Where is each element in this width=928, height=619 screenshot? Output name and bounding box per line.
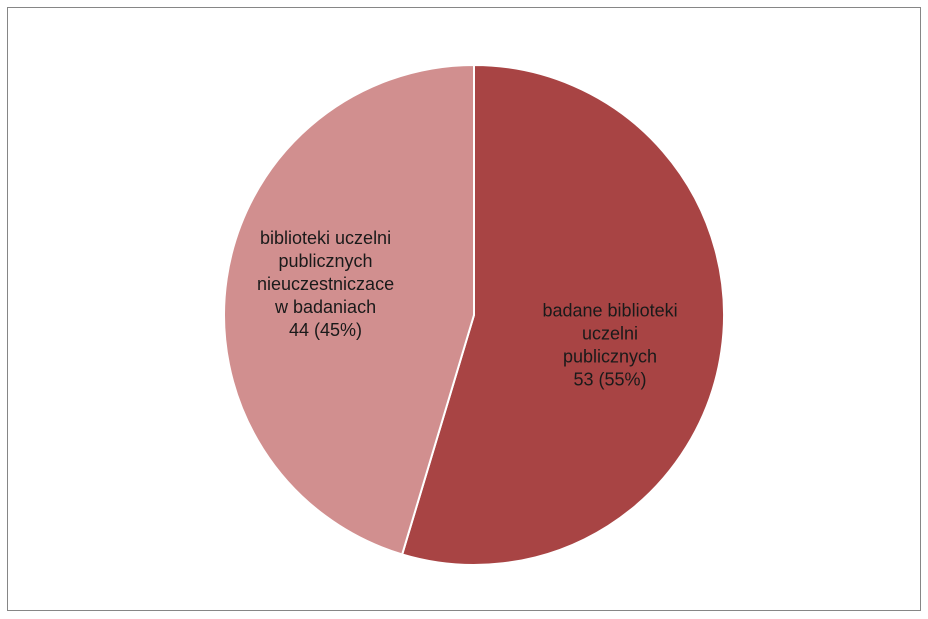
slice-label-line: nieuczestniczace [257, 274, 394, 294]
slice-label-line: biblioteki uczelni [260, 228, 391, 248]
slice-label-line: w badaniach [274, 297, 376, 317]
pie-slice-1 [400, 63, 726, 566]
slice-label-line: uczelni [582, 323, 638, 343]
slice-label-1: badane biblioteki uczelni publicznych 53 (5… [542, 300, 677, 389]
slice-label-line: 44 (45%) [289, 320, 362, 340]
slice-label-line: 53 (55%) [574, 369, 647, 389]
slice-label-2: biblioteki uczelni publicznych nieuczestni… [257, 228, 394, 340]
pie-slices [223, 63, 726, 566]
slice-label-line: publicznych [279, 251, 373, 271]
slice-labels: badane biblioteki uczelni publicznych 53 (5… [257, 228, 678, 390]
pie-slice-2 [223, 63, 475, 556]
slice-label-line: publicznych [563, 346, 657, 366]
slice-label-line: badane biblioteki [542, 300, 677, 320]
